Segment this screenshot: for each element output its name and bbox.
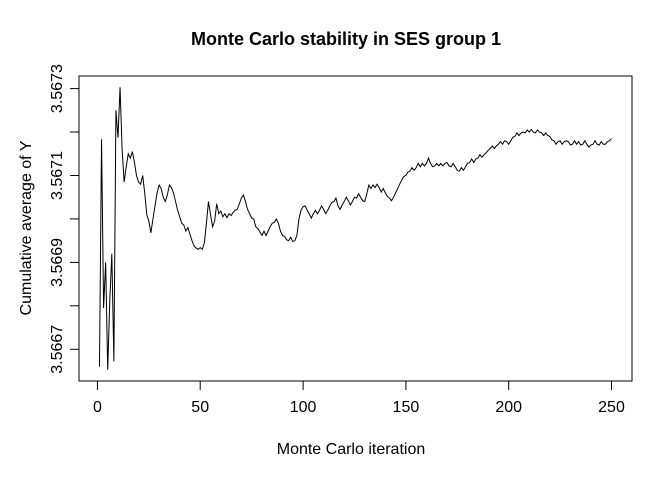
y-axis-tick-label: 3.5673 — [49, 64, 66, 113]
x-axis-tick-label: 0 — [93, 399, 102, 416]
plot-box — [78, 75, 633, 382]
y-axis-tick-label: 3.5669 — [49, 238, 66, 287]
y-axis-tick-label: 3.5667 — [49, 325, 66, 374]
x-axis-tick-label: 250 — [598, 399, 625, 416]
x-axis-tick-label: 50 — [191, 399, 209, 416]
chart-title: Monte Carlo stability in SES group 1 — [191, 29, 501, 49]
x-axis-tick-label: 200 — [495, 399, 522, 416]
data-line — [98, 87, 612, 370]
x-axis-tick-label: 150 — [393, 399, 420, 416]
y-axis-tick-label: 3.5671 — [49, 151, 66, 200]
x-axis-title: Monte Carlo iteration — [277, 441, 426, 458]
y-axis-title: Cumulative average of Y — [18, 140, 35, 315]
plot-area: 0 50 100 150 200 250 3.5667 3.5669 3.5671 3.5673 — [49, 64, 633, 416]
x-axis-tick-label: 100 — [290, 399, 317, 416]
